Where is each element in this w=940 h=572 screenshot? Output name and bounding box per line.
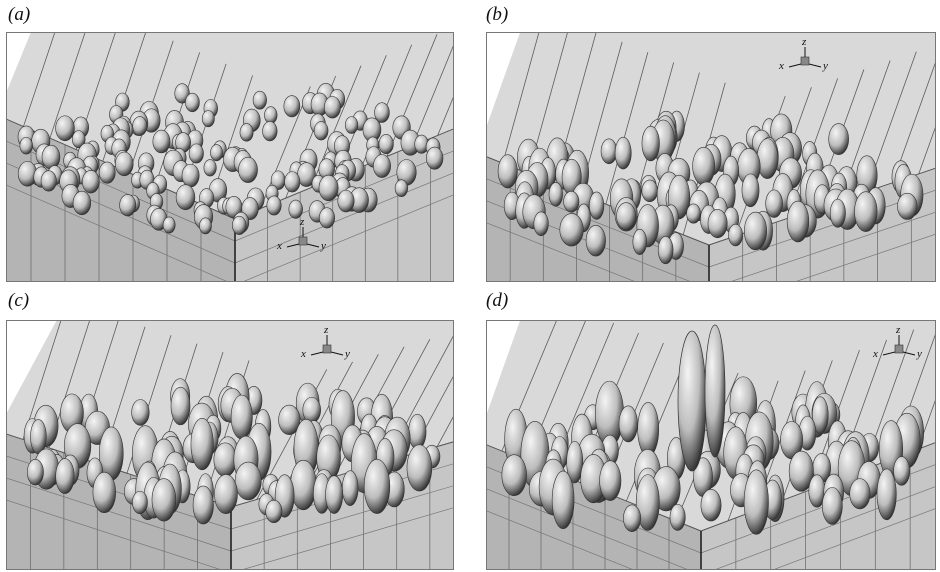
axis-label-y: y: [320, 240, 326, 252]
finger-structures: [501, 324, 924, 535]
isosurface-render: z x y: [7, 321, 453, 569]
axis-label-y: y: [916, 348, 922, 360]
panel-label: (a): [8, 4, 31, 25]
axis-label-z: z: [323, 324, 329, 336]
isosurface-render: z x y: [7, 33, 453, 281]
panel-label: (b): [486, 4, 509, 25]
axis-label-y: y: [822, 60, 828, 72]
isosurface-render: z x y: [487, 321, 935, 569]
axis-label-x: x: [276, 240, 282, 252]
axis-triad: z x y: [872, 324, 922, 360]
axis-label-x: x: [300, 348, 306, 360]
simulation-view: z x y: [6, 32, 454, 282]
panel-label: (c): [8, 290, 30, 311]
finger-structures: [497, 110, 924, 265]
axis-label-x: x: [778, 60, 784, 72]
panel-label: (d): [486, 290, 509, 311]
axis-label-x: x: [872, 348, 878, 360]
axis-triad: z x y: [300, 324, 350, 360]
simulation-view: z x y: [486, 32, 936, 282]
simulation-view: z x y: [486, 320, 936, 570]
axis-label-y: y: [344, 348, 350, 360]
axis-label-z: z: [895, 324, 901, 336]
axis-triad: z x y: [778, 36, 828, 72]
finger-structures: [23, 373, 441, 525]
simulation-view: z x y: [6, 320, 454, 570]
axis-triad: z x y: [276, 216, 326, 252]
axis-label-z: z: [801, 36, 807, 48]
isosurface-render: z x y: [487, 33, 935, 281]
axis-label-z: z: [299, 216, 305, 228]
finger-structures: [17, 83, 444, 235]
